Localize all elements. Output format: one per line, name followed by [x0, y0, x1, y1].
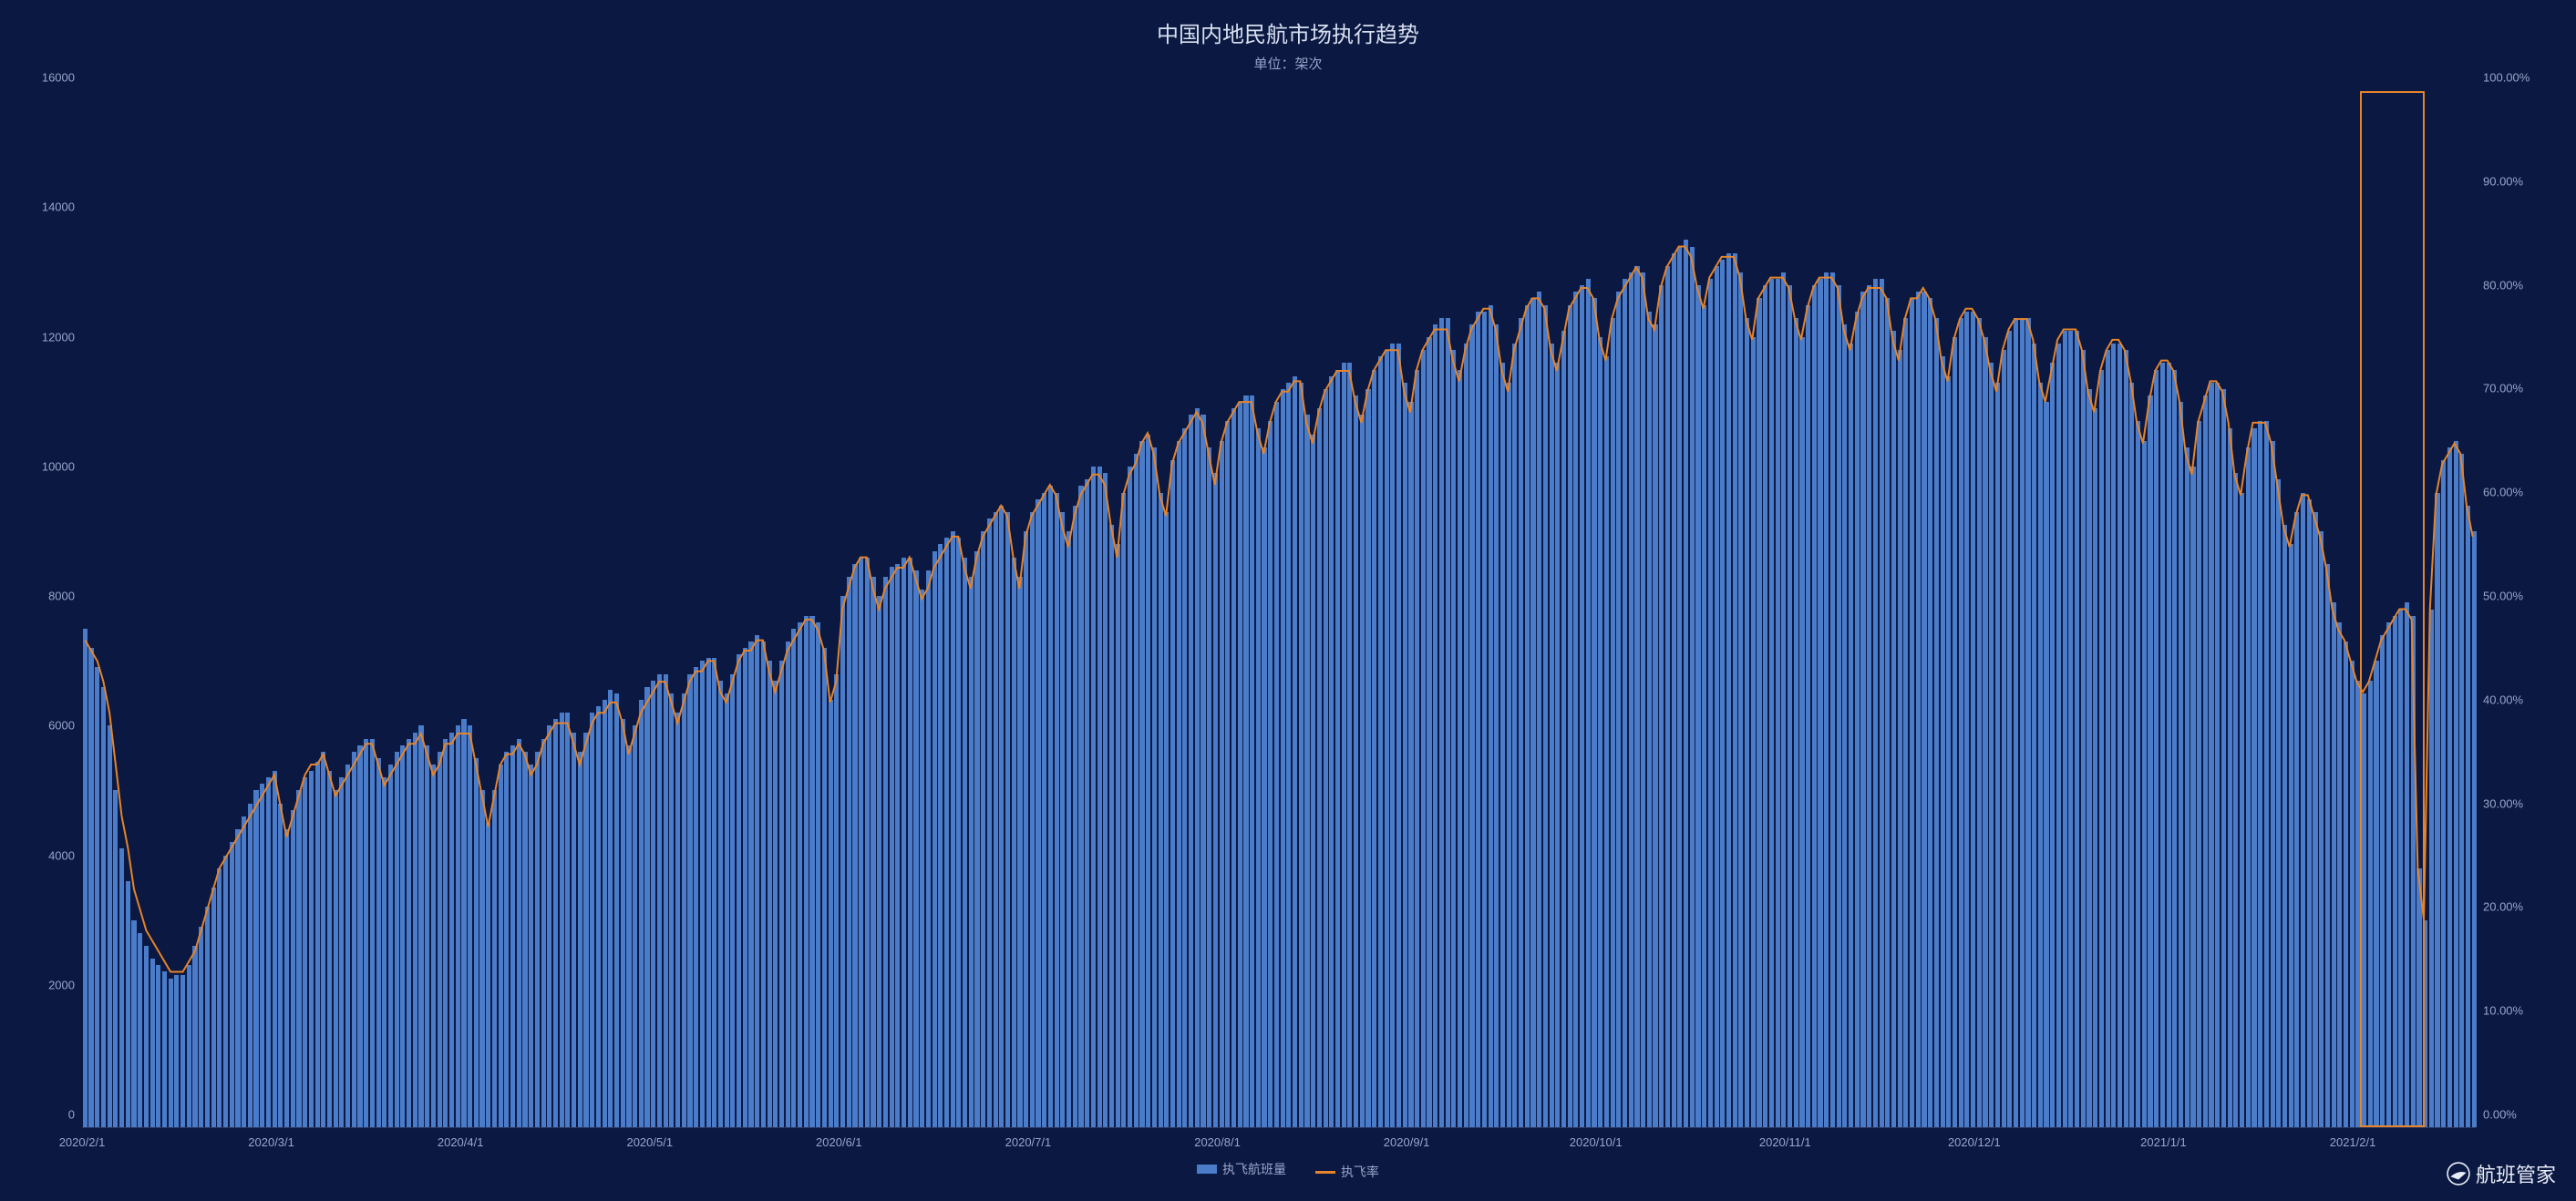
brand-icon: [2447, 1162, 2470, 1186]
legend: 执飞航班量 执飞率: [0, 1160, 2576, 1182]
y-left-tick: 12000: [42, 330, 75, 344]
y-left-tick: 16000: [42, 71, 75, 85]
x-tick: 2020/11/1: [1759, 1135, 1811, 1149]
legend-bars-label: 执飞航班量: [1222, 1160, 1286, 1178]
x-tick: 2020/9/1: [1384, 1135, 1430, 1149]
y-right-tick: 40.00%: [2483, 693, 2523, 706]
y-right-tick: 90.00%: [2483, 174, 2523, 188]
chart-title: 中国内地民航市场执行趋势: [0, 0, 2576, 48]
line-series: [82, 91, 2476, 1127]
x-tick: 2020/2/1: [59, 1135, 106, 1149]
x-tick: 2021/2/1: [2330, 1135, 2376, 1149]
y-right-tick: 80.00%: [2483, 278, 2523, 292]
brand-text: 航班管家: [2476, 1159, 2556, 1188]
chart-subtitle: 单位：架次: [0, 54, 2576, 73]
x-tick: 2020/10/1: [1570, 1135, 1623, 1149]
x-tick: 2021/1/1: [2140, 1135, 2187, 1149]
x-tick: 2020/4/1: [438, 1135, 484, 1149]
y-left-tick: 0: [68, 1108, 75, 1122]
y-right-tick: 0.00%: [2483, 1108, 2517, 1122]
x-tick: 2020/8/1: [1194, 1135, 1241, 1149]
line-swatch: [1315, 1171, 1335, 1174]
y-left-tick: 2000: [48, 978, 75, 991]
y-right-tick: 10.00%: [2483, 1004, 2523, 1018]
legend-item-line: 执飞率: [1315, 1163, 1379, 1181]
y-left-tick: 4000: [48, 848, 75, 862]
y-left-tick: 6000: [48, 719, 75, 733]
brand-logo: 航班管家: [2447, 1159, 2556, 1188]
y-right-tick: 100.00%: [2483, 71, 2530, 85]
bar-swatch: [1197, 1165, 1217, 1174]
y-right-tick: 30.00%: [2483, 796, 2523, 810]
x-tick: 2020/3/1: [248, 1135, 294, 1149]
y-right-tick: 70.00%: [2483, 382, 2523, 395]
highlight-box: [2360, 91, 2425, 1127]
x-tick: 2020/5/1: [626, 1135, 673, 1149]
x-tick: 2020/6/1: [816, 1135, 862, 1149]
y-left-tick: 14000: [42, 200, 75, 214]
y-right-tick: 20.00%: [2483, 900, 2523, 914]
legend-line-label: 执飞率: [1341, 1163, 1379, 1181]
chart-plot-area: 02000400060008000100001200014000160000.0…: [82, 91, 2476, 1128]
y-right-tick: 50.00%: [2483, 590, 2523, 603]
y-right-tick: 60.00%: [2483, 486, 2523, 499]
legend-item-bars: 执飞航班量: [1197, 1160, 1286, 1178]
y-left-tick: 10000: [42, 459, 75, 473]
y-left-tick: 8000: [48, 590, 75, 603]
x-tick: 2020/7/1: [1005, 1135, 1052, 1149]
x-tick: 2020/12/1: [1948, 1135, 2001, 1149]
